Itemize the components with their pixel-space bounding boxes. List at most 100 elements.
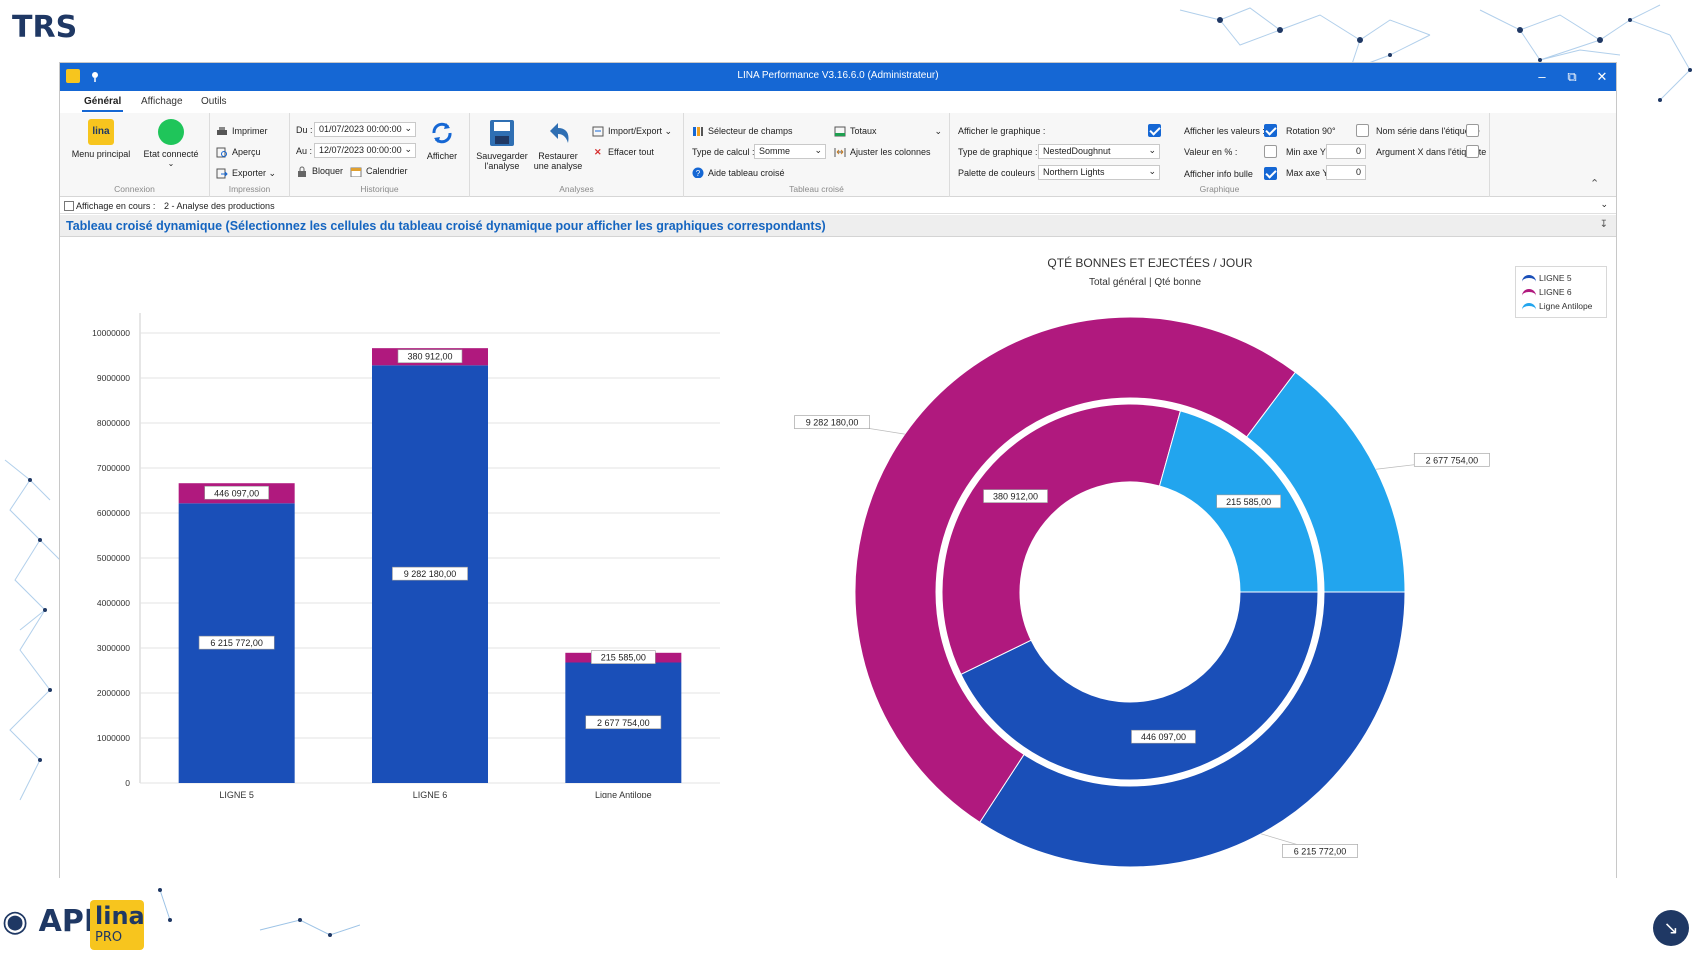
effacer-tout-button[interactable]: Effacer tout <box>608 147 654 157</box>
afficher-button[interactable]: Afficher <box>420 119 464 161</box>
view-icon <box>64 201 74 211</box>
network-decoration-left <box>4 459 61 801</box>
bar-value-label-box <box>392 566 468 581</box>
afficher-graphique-checkbox[interactable] <box>1148 124 1161 137</box>
x-tick-label: LIGNE 6 <box>413 790 448 798</box>
chevron-down-icon: ⌄ <box>934 126 942 136</box>
du-date-field[interactable]: 01/07/2023 00:00:00 ⌄ <box>314 122 416 137</box>
chevron-down-icon[interactable]: ⌄ <box>1600 199 1608 209</box>
max-axe-field[interactable]: 0 <box>1326 165 1366 180</box>
bloquer-button[interactable]: Bloquer <box>312 166 344 176</box>
api-logo: ◉ API <box>2 904 95 939</box>
legend-swatch <box>1522 275 1536 283</box>
outer-ring-value-label-box <box>1413 452 1490 467</box>
palette-select[interactable]: Northern Lights ⌄ <box>1038 165 1160 180</box>
type-calcul-select[interactable]: Somme ⌄ <box>754 144 826 159</box>
app-window: LINA Performance V3.16.6.0 (Administrate… <box>59 62 1617 878</box>
outer-ring-value-label: 9 282 180,00 <box>794 415 870 429</box>
chevron-down-icon: ⌄ <box>404 144 412 154</box>
y-tick-label: 9000000 <box>97 373 130 383</box>
bar-value-label: 446 097,00 <box>204 485 269 500</box>
afficher-valeurs-checkbox[interactable] <box>1264 124 1277 137</box>
collapse-ribbon-icon[interactable]: ⌃ <box>1590 178 1600 190</box>
chevron-down-icon: ⌄ <box>404 123 412 133</box>
y-tick-label: 3000000 <box>97 643 130 653</box>
argument-x-label: Argument X dans l'étiquette <box>1376 147 1487 157</box>
bar-value-label: 380 912,00 <box>397 349 463 364</box>
donut-chart-title: QTÉ BONNES ET EJECTÉES / JOUR <box>1047 256 1253 270</box>
export-icon <box>216 168 228 179</box>
nom-serie-checkbox[interactable] <box>1466 124 1479 137</box>
bar-value-label: 215 585,00 <box>591 650 656 664</box>
legend-label: LIGNE 5 <box>1539 273 1572 283</box>
import-export-button[interactable]: Import/Export ⌄ <box>608 126 672 137</box>
rotation-checkbox[interactable] <box>1356 124 1369 137</box>
bar-value-label-text: 446 097,00 <box>214 488 259 498</box>
chart-area: 0 1000000 2000000 3000000 4000000 5000000 6000… <box>60 238 1616 878</box>
pin-icon[interactable] <box>88 69 102 83</box>
bar-value-label-text: 215 585,00 <box>601 653 646 663</box>
inner-ring-value-label: 380 912,00 <box>983 489 1048 503</box>
lina-pro-logo: lina PRO <box>90 900 145 950</box>
selecteur-champs-button[interactable]: Sélecteur de champs <box>708 126 793 136</box>
expand-arrow-button[interactable]: ↘ <box>1653 910 1689 946</box>
nom-serie-label: Nom série dans l'étiquette <box>1376 126 1480 136</box>
afficher-info-bulle-checkbox[interactable] <box>1264 167 1277 180</box>
y-tick-label: 2000000 <box>97 688 130 698</box>
chevron-down-icon: ⌄ <box>167 159 175 168</box>
imprimer-button[interactable]: Imprimer <box>232 126 268 136</box>
min-axe-field[interactable]: 0 <box>1326 144 1366 159</box>
exporter-label: Exporter <box>232 168 267 178</box>
bar-value-label-text: 2 677 754,00 <box>597 718 650 728</box>
etat-connecte-label: Etat connecté <box>143 149 199 159</box>
legend-swatch <box>1522 303 1536 311</box>
pivot-header: Tableau croisé dynamique (Sélectionnez l… <box>60 215 1616 237</box>
legend-label: Ligne Antilope <box>1539 301 1593 311</box>
calendrier-button[interactable]: Calendrier <box>366 166 408 176</box>
outer-ring-value-label: 6 215 772,00 <box>1282 844 1358 858</box>
chevron-down-icon: ⌄ <box>268 168 277 178</box>
restore-button[interactable]: ⧉ <box>1567 69 1577 84</box>
y-tick-label: 10000000 <box>92 328 130 338</box>
ajuster-colonnes-button[interactable]: Ajuster les colonnes <box>850 147 931 157</box>
totaux-dropdown[interactable]: Totaux ⌄ <box>850 126 942 136</box>
argument-x-checkbox[interactable] <box>1466 145 1479 158</box>
type-graphique-select[interactable]: NestedDoughnut ⌄ <box>1038 144 1160 159</box>
tab-general[interactable]: Général <box>81 96 124 112</box>
tab-outils[interactable]: Outils <box>201 96 227 107</box>
etat-connecte-button[interactable]: Etat connecté ⌄ <box>138 119 204 169</box>
adjust-columns-icon <box>834 148 846 157</box>
network-decoration-bottom <box>158 888 360 937</box>
close-button[interactable]: ✕ <box>1596 69 1608 84</box>
inner-ring-value-label-box <box>1216 494 1281 509</box>
donut-hole <box>1020 482 1240 702</box>
afficher-label: Afficher <box>426 151 458 161</box>
totals-icon <box>834 126 846 137</box>
aide-tableau-button[interactable]: Aide tableau croisé <box>708 168 785 178</box>
du-label: Du : <box>296 125 313 135</box>
pin-panel-icon[interactable]: ↧ <box>1599 219 1608 230</box>
bar-value-label: 9 282 180,00 <box>392 566 468 581</box>
type-calcul-value: Somme <box>759 146 791 156</box>
x-icon: ✕ <box>594 147 602 157</box>
y-tick-label: 8000000 <box>97 418 130 428</box>
y-tick-label: 1000000 <box>97 733 130 743</box>
sauvegarder-button[interactable]: Sauvegarder l'analyse <box>474 119 530 171</box>
apercu-button[interactable]: Aperçu <box>232 147 261 157</box>
chevron-down-icon: ⌄ <box>814 145 822 155</box>
x-tick-label: LIGNE 5 <box>219 790 254 798</box>
valeur-pct-checkbox[interactable] <box>1264 145 1277 158</box>
chart-legend: LIGNE 5 LIGNE 6 Ligne Antilope <box>1515 266 1607 318</box>
sauvegarder-label-1: Sauvegarder <box>476 151 528 161</box>
minimize-button[interactable]: – <box>1538 69 1546 84</box>
inner-ring-value-label-text: 380 912,00 <box>993 492 1038 502</box>
tab-affichage[interactable]: Affichage <box>141 96 183 107</box>
restaurer-button[interactable]: Restaurer une analyse <box>530 119 586 171</box>
ribbon: lina Menu principal Etat connecté ⌄ Conn… <box>60 113 1616 197</box>
refresh-icon <box>432 122 452 144</box>
afficher-graphique-label: Afficher le graphique : <box>958 126 1046 136</box>
exporter-button[interactable]: Exporter ⌄ <box>232 168 276 179</box>
menu-principal-button[interactable]: lina Menu principal <box>68 119 134 159</box>
au-date-field[interactable]: 12/07/2023 00:00:00 ⌄ <box>314 143 416 158</box>
inner-ring-value-label-box <box>1131 729 1196 744</box>
